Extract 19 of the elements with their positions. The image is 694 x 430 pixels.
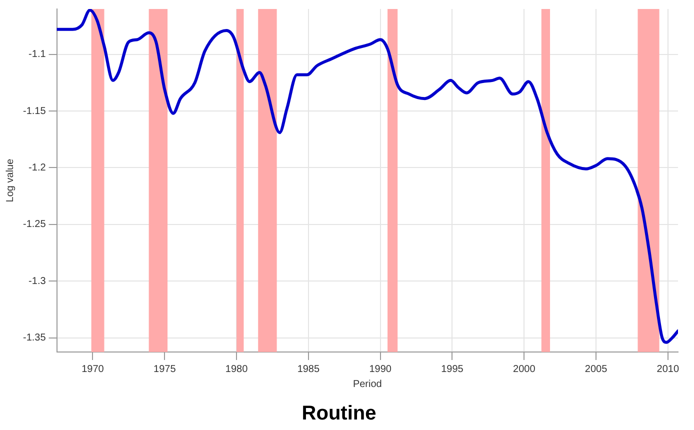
y-tick-label: -1.15 xyxy=(22,106,46,117)
x-tick-label: 1985 xyxy=(297,364,320,375)
x-tick-label: 2010 xyxy=(656,364,680,375)
x-tick-label: 1990 xyxy=(369,364,392,375)
x-tick-label: 1975 xyxy=(154,364,176,375)
y-tick-label: -1.35 xyxy=(22,332,46,344)
x-axis-title: Period xyxy=(352,378,382,390)
x-tick-label: 2000 xyxy=(513,364,536,375)
y-tick-label: -1.2 xyxy=(28,162,46,174)
x-tick-label: 1970 xyxy=(82,364,104,375)
x-tick-label: 1995 xyxy=(441,364,464,375)
x-tick-label: 2005 xyxy=(584,364,608,375)
text: Routine xyxy=(302,402,376,425)
line-series xyxy=(56,9,678,344)
y-tick-label: -1.1 xyxy=(28,49,46,60)
y-tick-label: -1.3 xyxy=(28,276,46,287)
y-axis-title: Log value xyxy=(4,158,16,202)
y-tick-label: -1.25 xyxy=(22,219,46,230)
x-tick-label: 1980 xyxy=(225,364,248,375)
